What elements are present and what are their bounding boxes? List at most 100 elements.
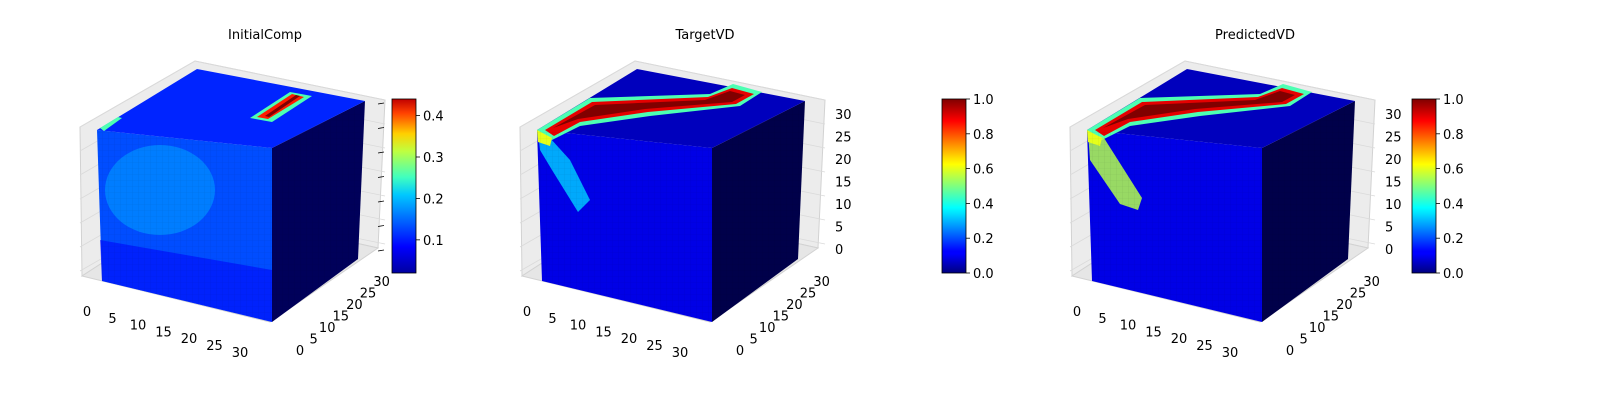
colorbar-tick-label: 0.0 [1443,267,1464,282]
colorbar: 0.0 0.2 0.4 0.6 0.8 1.0 [1411,93,1464,282]
z-tick-mark [377,225,385,227]
z-tick-mark [377,176,385,178]
z-tick-mark [377,102,385,105]
colorbar-tick-label: 0.2 [423,192,444,207]
y-tick-label: 25 [800,287,817,302]
y-tick-label: 5 [1299,333,1307,348]
panel-title: TargetVD [674,28,734,43]
z-tick-label: 15 [835,176,852,191]
z-tick-label: 20 [835,153,852,168]
panel-title: PredictedVD [1215,28,1295,43]
z-tick-label: 30 [835,108,852,123]
y-tick-label: 10 [759,321,776,336]
z-tick-label: 30 [1385,108,1402,123]
y-tick-label: 5 [749,333,757,348]
x-tick-label: 15 [595,325,612,340]
colorbar: 0.0 0.2 0.4 0.6 0.8 1.0 [941,93,994,282]
z-tick-label: 10 [1385,198,1402,213]
x-tick-label: 25 [206,339,223,354]
z-tick-mark [377,200,385,203]
cube-top-face [97,69,365,148]
colorbar-tick-label: 0.1 [423,234,444,249]
z-tick-label: 25 [835,131,852,146]
colorbar-tick-label: 0.0 [973,267,994,282]
x-tick-label: 0 [523,305,531,320]
x-tick-label: 25 [1196,339,1213,354]
colorbar-tick-label: 1.0 [973,93,994,108]
y-tick-label: 25 [360,287,377,302]
top-band [1095,88,1304,136]
z-tick-label: 0 [1385,243,1393,258]
y-tick-label: 20 [346,298,363,313]
x-tick-label: 5 [108,312,116,327]
colorbar-tick-label: 0.6 [973,163,994,178]
x-tick-label: 5 [548,312,556,327]
y-tick-label: 15 [1323,310,1340,325]
y-tick-label: 0 [736,344,744,359]
colorbar-gradient [391,98,417,274]
z-tick-label: 0 [835,243,843,258]
y-tick-label: 20 [786,298,803,313]
x-tick-label: 20 [621,332,638,347]
y-tick-label: 10 [319,321,336,336]
x-tick-label: 10 [570,319,587,334]
x-tick-label: 25 [646,339,663,354]
colorbar-tick-label: 0.2 [1443,232,1464,247]
x-tick-label: 30 [672,346,689,361]
y-tick-label: 30 [813,275,830,290]
voxel-cube [1087,69,1355,322]
y-tick-label: 0 [1286,344,1294,359]
y-tick-label: 15 [333,310,350,325]
x-tick-label: 10 [130,319,147,334]
colorbar-gradient [1411,98,1437,274]
z-tick-mark [377,151,385,154]
colorbar-tick-label: 0.8 [1443,128,1464,143]
x-tick-label: 15 [155,325,172,340]
y-tick-label: 0 [296,344,304,359]
z-tick-mark [377,127,385,129]
panel-title: InitialComp [228,28,302,43]
top-band [545,88,754,136]
x-tick-label: 20 [1171,332,1188,347]
y-tick-label: 20 [1336,298,1353,313]
z-tick-mark [377,249,385,252]
y-tick-label: 25 [1350,287,1367,302]
y-tick-label: 30 [1363,275,1380,290]
y-tick-label: 10 [1309,321,1326,336]
colorbar-tick-label: 1.0 [1443,93,1464,108]
x-tick-label: 20 [181,332,198,347]
colorbar-tick-label: 0.6 [1443,163,1464,178]
y-tick-label: 5 [309,333,317,348]
voxel-cube [537,69,805,322]
z-tick-label: 15 [1385,176,1402,191]
z-tick-label: 10 [835,198,852,213]
x-tick-label: 30 [232,346,249,361]
z-tick-label: 5 [1385,221,1393,236]
colorbar-tick-label: 0.4 [423,110,444,125]
z-tick-label: 20 [1385,153,1402,168]
z-tick-label: 25 [1385,131,1402,146]
colorbar-tick-label: 0.4 [973,197,994,212]
x-tick-label: 5 [1098,312,1106,327]
x-tick-label: 0 [1073,305,1081,320]
colorbar-tick-label: 0.8 [973,128,994,143]
x-tick-label: 10 [1120,319,1137,334]
y-tick-label: 15 [773,310,790,325]
y-tick-label: 30 [373,275,390,290]
colorbar-tick-label: 0.2 [973,232,994,247]
x-tick-label: 30 [1222,346,1239,361]
colorbar: 0.1 0.2 0.3 0.4 [391,98,444,274]
colorbar-tick-label: 0.4 [1443,197,1464,212]
colorbar-tick-label: 0.3 [423,151,444,166]
x-tick-label: 15 [1145,325,1162,340]
voxel-cube [97,69,365,322]
x-tick-label: 0 [83,305,91,320]
colorbar-gradient [941,98,967,274]
